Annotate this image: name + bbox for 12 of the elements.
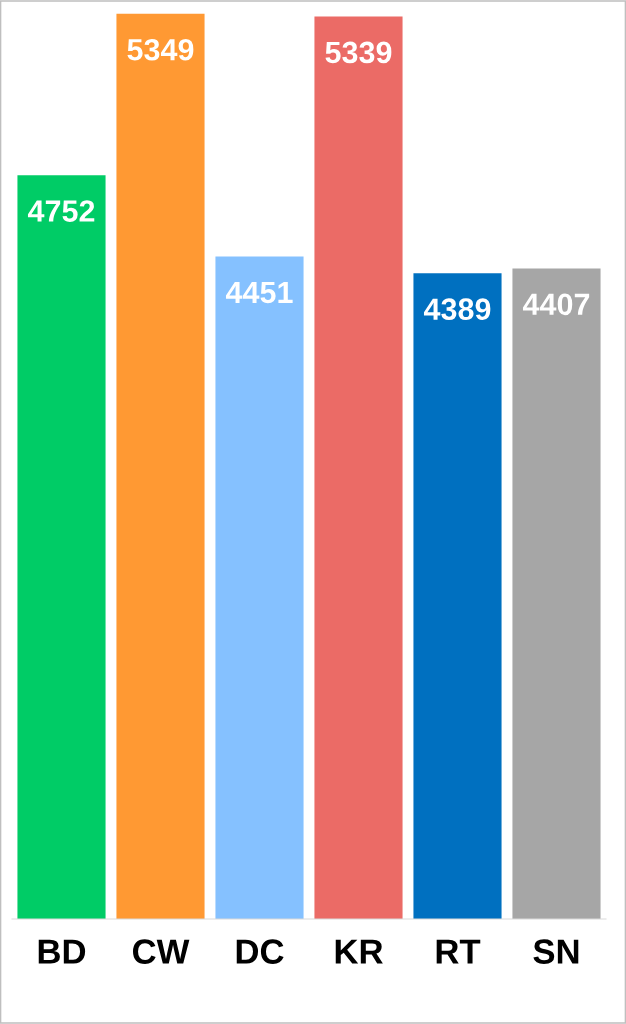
data-label: 4389	[423, 298, 491, 321]
data-label: 4752	[27, 200, 95, 222]
x-tick-label: CW	[133, 939, 190, 964]
data-label: 5339	[325, 41, 392, 64]
x-tick-label: KR	[335, 939, 383, 964]
x-tick-label: RT	[436, 939, 481, 964]
data-label: 4451	[225, 281, 293, 304]
data-label: 4407	[522, 293, 590, 316]
x-tick-label: BD	[38, 939, 86, 964]
x-tick-label: DC	[236, 939, 284, 964]
x-tick-label: SN	[533, 939, 579, 964]
data-label: 5349	[127, 38, 194, 61]
